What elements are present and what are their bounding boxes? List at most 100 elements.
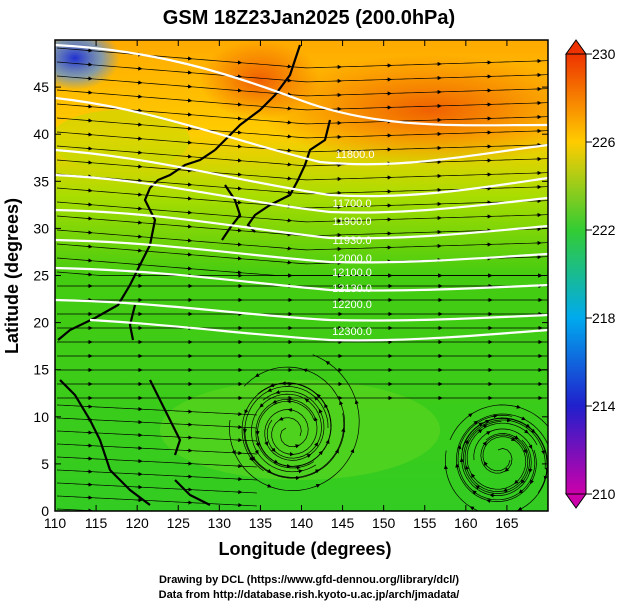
streamline: [56, 508, 105, 511]
wind-arrow: [294, 444, 300, 449]
streamline: [457, 414, 536, 501]
wind-arrow: [492, 414, 498, 419]
wind-arrow: [502, 488, 509, 493]
transition-region: [55, 110, 190, 170]
wind-arrow: [484, 419, 490, 424]
wind-arrow: [248, 456, 254, 462]
streamline: [461, 418, 548, 496]
y-tick-label: 20: [33, 315, 49, 331]
wind-arrow: [464, 439, 469, 445]
contour-line: [55, 238, 548, 264]
contour-label: 11700.0: [333, 198, 372, 210]
wind-arrow: [244, 408, 249, 415]
wind-arrow: [350, 448, 355, 454]
streamline: [244, 386, 345, 478]
wind-arrow: [477, 429, 483, 434]
wind-arrow: [473, 420, 479, 425]
y-tick-label: 45: [33, 79, 49, 95]
wind-arrow: [269, 383, 276, 388]
colorbar-max-arrow: [565, 39, 587, 55]
wind-arrow: [482, 424, 488, 429]
tropical-region: [160, 380, 440, 480]
chart-title: GSM 18Z23Jan2025 (200.0hPa): [163, 7, 455, 29]
wind-arrow: [259, 403, 264, 408]
wind-arrow: [523, 448, 527, 454]
streamline: [251, 393, 322, 473]
y-tick-label: 30: [33, 220, 49, 236]
wind-arrow: [518, 489, 524, 494]
wind-streamlines: [56, 47, 552, 511]
y-tick-label: 40: [33, 126, 49, 142]
contour-line: [55, 266, 548, 292]
wind-arrow: [443, 464, 448, 471]
wind-arrow: [255, 441, 260, 447]
wind-arrow: [295, 465, 301, 470]
warm-region-north: [200, 40, 320, 120]
wind-arrow: [314, 442, 319, 448]
x-tick-label: 120: [125, 515, 149, 531]
wind-arrow: [485, 431, 491, 436]
x-tick-label: 160: [454, 515, 478, 531]
contour-label: 11930.0: [333, 235, 372, 247]
coastline-taiwan: [128, 304, 137, 341]
coastline-indochina: [59, 379, 151, 506]
credit-drawing: Drawing by DCL (https://www.gfd-dennou.o…: [159, 574, 459, 586]
streamline: [444, 417, 548, 511]
contour-label: 11800.0: [336, 149, 375, 161]
wind-arrow: [478, 422, 484, 427]
x-tick-label: 110: [44, 515, 67, 531]
contour-label: 12200.0: [332, 299, 372, 311]
wind-arrow: [231, 449, 236, 455]
wind-arrow: [541, 449, 546, 455]
contour-line: [55, 298, 548, 322]
y-tick-label: 25: [33, 268, 49, 284]
streamline: [449, 404, 548, 441]
wind-arrow: [302, 368, 309, 373]
wind-arrow: [551, 455, 552, 460]
wind-arrow: [489, 493, 496, 498]
wind-arrow: [334, 448, 339, 455]
x-tick-label: 150: [372, 515, 396, 531]
colorbar-min-arrow: [565, 493, 587, 509]
contour-label: 12100.0: [332, 267, 372, 279]
coastline-borneo: [174, 479, 211, 506]
contour-line: [55, 96, 548, 166]
wind-arrow: [315, 483, 321, 488]
contour-label: 12000.0: [332, 253, 372, 265]
wind-arrow: [254, 449, 259, 455]
streamline: [464, 421, 529, 492]
contour-labels: 11800.0 11700.0 11900.0 11930.0 12000.0 …: [332, 149, 374, 338]
wind-arrow: [486, 498, 492, 503]
colorbar-scale: [565, 53, 587, 495]
colorbar: 210 214 218 222 226 230: [565, 39, 616, 509]
wind-arrow: [271, 447, 276, 453]
streamline: [466, 422, 538, 490]
wind-arrow: [482, 441, 487, 447]
contour-line: [55, 148, 548, 198]
colorbar-tick-label: 214: [592, 398, 616, 414]
contour-line: [55, 173, 548, 214]
wind-arrow: [287, 408, 294, 413]
x-tick-label: 135: [249, 515, 273, 531]
y-tick-label: 15: [33, 362, 49, 378]
wind-arrow: [266, 468, 272, 473]
y-axis-label: Latitude (degrees): [2, 198, 22, 354]
colorbar-ticks: 210 214 218 222 226 230: [586, 46, 616, 502]
x-tick-label: 155: [413, 515, 437, 531]
streamline: [243, 366, 346, 479]
wind-arrow: [530, 479, 534, 485]
streamline: [257, 382, 332, 467]
contour-label: 12300.0: [332, 326, 372, 338]
wind-arrow: [339, 400, 344, 407]
wind-arrow: [469, 506, 475, 511]
height-contours: [55, 43, 548, 342]
colorbar-tick-label: 218: [592, 310, 616, 326]
wind-arrow: [513, 435, 519, 440]
y-tick-label: 35: [33, 173, 49, 189]
x-tick-label: 165: [495, 515, 519, 531]
wind-arrow: [275, 390, 281, 395]
wind-arrow: [543, 474, 548, 481]
wind-arrow: [510, 437, 516, 441]
contour-line: [55, 43, 548, 127]
wind-arrow: [341, 427, 346, 434]
